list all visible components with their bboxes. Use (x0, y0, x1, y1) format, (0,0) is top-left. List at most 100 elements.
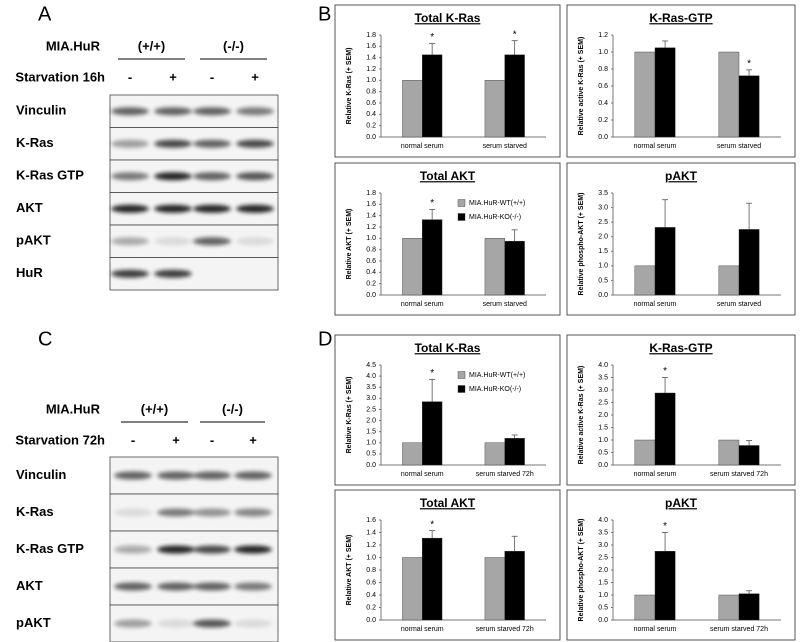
blot-band (157, 471, 195, 480)
bar (654, 392, 676, 466)
y-tick-label: 1.5 (598, 424, 608, 431)
cell-line-label: MIA.HuR (46, 38, 101, 53)
blot-row-label: K-Ras GTP (16, 168, 84, 183)
y-tick-label: 1.2 (598, 32, 608, 39)
bar (634, 265, 656, 296)
y-tick-label: 1.0 (366, 440, 376, 447)
bar (422, 537, 443, 621)
legend-label: MIA.HuR-KO(-/-) (469, 386, 521, 393)
x-tick-label: normal serum (634, 471, 677, 478)
error-bar (746, 202, 753, 230)
error-bar (511, 535, 518, 552)
bar (402, 80, 423, 138)
blot-band (234, 545, 272, 554)
y-tick-label: 0.8 (366, 567, 376, 574)
y-tick-label: 1.6 (366, 517, 376, 524)
bar (402, 557, 423, 621)
bar (484, 238, 505, 296)
blot-band (111, 269, 149, 278)
blot-row-label: AKT (16, 578, 43, 593)
y-tick-label: 1.0 (366, 235, 376, 242)
y-tick-label: 1.0 (598, 263, 608, 270)
blot-band (111, 204, 149, 213)
error-bar (511, 434, 518, 439)
bar (738, 593, 760, 621)
y-tick-label: 1.5 (598, 579, 608, 586)
treatment-label: Starvation 72h (15, 432, 105, 447)
y-tick-label: 1.2 (366, 542, 376, 549)
bar (654, 227, 676, 296)
y-tick-label: 0.8 (366, 247, 376, 254)
y-tick-label: 1.0 (366, 554, 376, 561)
y-tick-label: 1.5 (598, 248, 608, 255)
x-tick-label: serum starved 72h (476, 626, 534, 633)
chart-title: Total AKT (420, 169, 476, 183)
error-bar (429, 209, 436, 220)
y-tick-label: 4.0 (598, 362, 608, 369)
y-tick-label: 4.0 (598, 517, 608, 524)
lane-sign: + (169, 69, 177, 84)
blot-band (193, 107, 231, 116)
bar (484, 442, 505, 466)
cell-line-label: MIA.HuR (46, 401, 101, 416)
bar (634, 51, 656, 138)
bar (718, 439, 740, 466)
y-tick-label: 0.2 (366, 281, 376, 288)
blot-row-label: AKT (16, 200, 43, 215)
y-tick-label: 3.5 (598, 529, 608, 536)
blot-band (236, 139, 274, 148)
x-tick-label: normal serum (401, 143, 444, 150)
y-tick-label: 2.5 (598, 399, 608, 406)
blot-band (114, 471, 152, 480)
error-bar (746, 440, 753, 446)
legend-swatch (457, 199, 466, 207)
x-tick-label: normal serum (634, 301, 677, 308)
error-bar (746, 590, 753, 594)
y-tick-label: 3.5 (598, 374, 608, 381)
y-tick-label: 0.5 (598, 449, 608, 456)
error-bar (662, 40, 669, 48)
bar (738, 75, 760, 138)
genotype-label: (-/-) (222, 401, 243, 416)
y-tick-label: 0.0 (366, 617, 376, 624)
blot-band (193, 471, 231, 480)
x-tick-label: normal serum (634, 626, 677, 633)
chart-frame (566, 162, 796, 316)
y-tick-label: 4.0 (366, 373, 376, 380)
blot-band (111, 107, 149, 116)
y-tick-label: 1.2 (366, 224, 376, 231)
bar (634, 594, 656, 621)
legend-label: MIA.HuR-KO(-/-) (469, 214, 521, 221)
lane-sign: - (210, 69, 214, 84)
y-tick-label: 0.0 (366, 292, 376, 299)
blot-row-label: K-Ras (16, 504, 54, 519)
y-tick-label: 0.0 (366, 462, 376, 469)
chart-title: pAKT (665, 169, 698, 183)
significance-mark: * (430, 519, 434, 530)
blot-band (154, 237, 192, 246)
y-tick-label: 2.5 (598, 554, 608, 561)
error-bar (662, 377, 669, 393)
blot-row-label: pAKT (16, 615, 51, 630)
y-axis-label: Relative phospho-AKT (+ SEM) (578, 193, 585, 296)
blot-band (157, 619, 195, 628)
y-tick-label: 3.0 (598, 387, 608, 394)
significance-mark: * (430, 32, 434, 43)
x-tick-label: serum starved 72h (476, 471, 534, 478)
panel-label: D (318, 328, 332, 350)
blot-band (157, 545, 195, 554)
error-bar (429, 43, 436, 55)
blot-row-label: HuR (16, 265, 43, 280)
y-tick-label: 1.8 (366, 190, 376, 197)
blot-band (114, 619, 152, 628)
error-bar (511, 229, 518, 242)
blot-band (234, 619, 272, 628)
y-tick-label: 0.6 (366, 100, 376, 107)
blot-band (234, 582, 272, 591)
bar (422, 401, 443, 466)
y-tick-label: 2.5 (598, 219, 608, 226)
blot-band (111, 172, 149, 181)
bar (504, 551, 525, 621)
blot-band (154, 172, 192, 181)
blot-band (157, 582, 195, 591)
